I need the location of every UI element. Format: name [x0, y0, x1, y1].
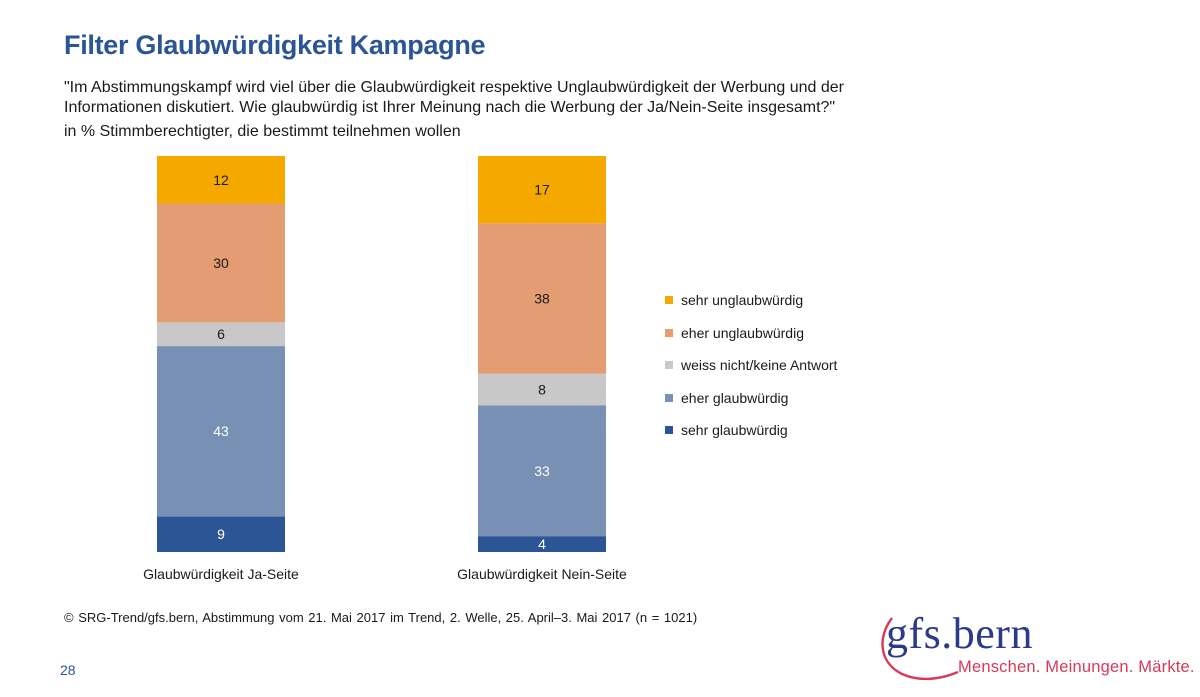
- legend-item: weiss nicht/keine Antwort: [665, 349, 837, 382]
- legend-swatch: [665, 296, 673, 305]
- chart-legend: sehr unglaubwürdig eher unglaubwürdig weis…: [665, 284, 837, 447]
- source-note: © SRG-Trend/gfs.bern, Abstimmung vom 21.…: [64, 610, 698, 625]
- bar-segment: [157, 203, 285, 323]
- bar-segment: [157, 322, 285, 347]
- logo-arc-icon: [881, 617, 959, 681]
- legend-label: eher unglaubwürdig: [681, 324, 804, 341]
- bar-segment: [478, 223, 606, 374]
- survey-question: "Im Abstimmungskampf wird viel über die …: [64, 79, 844, 116]
- data-label: 6: [217, 326, 225, 342]
- category-label: Glaubwürdigkeit Nein-Seite: [457, 566, 627, 582]
- legend-label: eher glaubwürdig: [681, 389, 789, 406]
- data-label: 9: [217, 526, 225, 542]
- bar-segment: [478, 373, 606, 406]
- bar-segment: [157, 346, 285, 517]
- data-label: 30: [213, 255, 229, 271]
- logo-tagline: Menschen. Meinungen. Märkte.: [958, 658, 1195, 676]
- bar-segment: [478, 156, 606, 224]
- bar-segment: [157, 516, 285, 552]
- page-title: Filter Glaubwürdigkeit Kampagne: [64, 30, 486, 60]
- logo-wordmark: gfs.bern: [886, 609, 1033, 658]
- bar-segment: [478, 536, 606, 552]
- data-label: 33: [534, 463, 550, 479]
- bar-segment: [478, 405, 606, 537]
- legend-item: sehr unglaubwürdig: [665, 284, 837, 317]
- legend-item: eher glaubwürdig: [665, 382, 837, 415]
- legend-swatch: [665, 393, 673, 402]
- data-label: 17: [534, 182, 550, 198]
- data-label: 12: [213, 172, 229, 188]
- legend-item: eher unglaubwürdig: [665, 317, 837, 350]
- data-label: 8: [538, 382, 546, 398]
- legend-swatch: [665, 426, 673, 435]
- legend-swatch: [665, 361, 673, 370]
- legend-label: sehr glaubwürdig: [681, 422, 788, 439]
- category-label: Glaubwürdigkeit Ja-Seite: [143, 566, 299, 582]
- legend-item: sehr glaubwürdig: [665, 414, 837, 447]
- chart-basis-note: in % Stimmberechtigter, die bestimmt tei…: [64, 123, 461, 140]
- page-number: 28: [60, 662, 76, 678]
- legend-swatch: [665, 328, 673, 337]
- legend-label: sehr unglaubwürdig: [681, 292, 804, 309]
- data-label: 38: [534, 291, 550, 307]
- bar-segment: [157, 156, 285, 204]
- legend-label: weiss nicht/keine Antwort: [681, 357, 838, 374]
- data-label: 4: [538, 536, 546, 552]
- data-label: 43: [213, 423, 229, 439]
- gfs-bern-logo: gfs.bern Menschen. Meinungen. Märkte.: [872, 609, 1195, 684]
